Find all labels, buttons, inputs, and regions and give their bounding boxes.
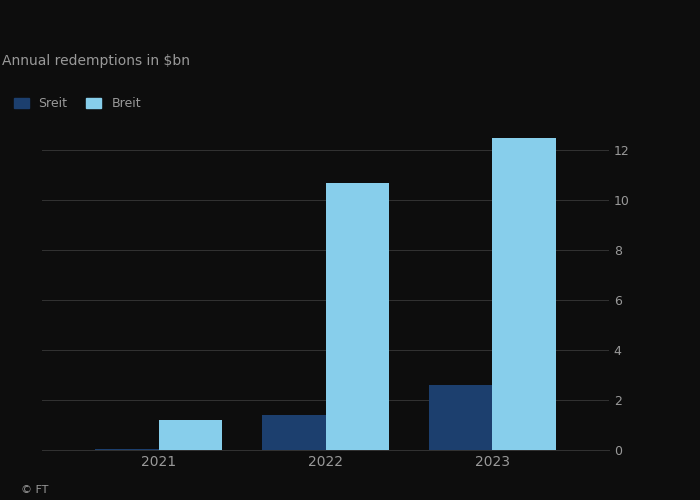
Bar xyxy=(159,420,222,450)
Bar xyxy=(492,138,556,450)
Text: Annual redemptions in $bn: Annual redemptions in $bn xyxy=(2,54,190,68)
Bar xyxy=(326,182,389,450)
Bar xyxy=(429,385,492,450)
Legend: Sreit, Breit: Sreit, Breit xyxy=(8,92,146,115)
Bar xyxy=(262,415,326,450)
Text: © FT: © FT xyxy=(21,485,48,495)
Bar xyxy=(95,449,159,450)
